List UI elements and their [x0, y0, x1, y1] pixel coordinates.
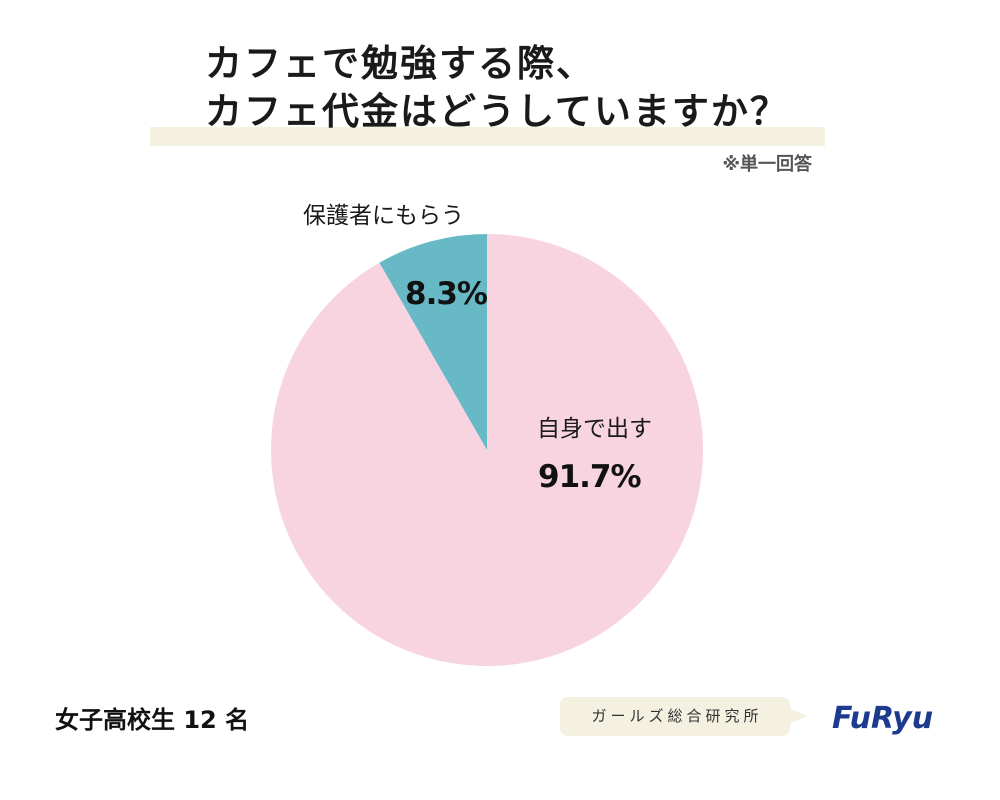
chart-title-line-2: カフェ代金はどうしていますか？: [205, 90, 789, 133]
answer-type-note: ※単一回答: [722, 154, 813, 175]
furyu-logo: FuRyu: [832, 701, 934, 736]
value-label-pay-yourself: 91.7%: [538, 459, 642, 495]
source-badge-pointer: [789, 708, 807, 724]
value-unit: %: [610, 459, 642, 495]
chart-title-line-1: カフェで勉強する際、: [205, 42, 595, 85]
pie-chart: [271, 234, 703, 666]
source-label: ガールズ総合研究所: [591, 707, 763, 725]
slice-label-from-guardian: 保護者にもらう: [303, 203, 464, 229]
pie-slice-1: [271, 234, 703, 666]
title-highlight-bar: [150, 127, 825, 146]
pie-slice-2: [379, 234, 487, 450]
sample-size-label: 女子高校生 12 名: [55, 706, 250, 734]
value-unit: %: [456, 276, 488, 312]
slice-label-pay-yourself: 自身で出す: [537, 416, 652, 442]
value-number: 8.3: [405, 276, 458, 312]
value-number: 91.7: [538, 459, 611, 495]
chart-title: カフェで勉強する際、 カフェ代金はどうしていますか？: [205, 40, 789, 136]
source-badge: ガールズ総合研究所: [560, 697, 790, 736]
value-label-from-guardian: 8.3%: [405, 276, 488, 312]
